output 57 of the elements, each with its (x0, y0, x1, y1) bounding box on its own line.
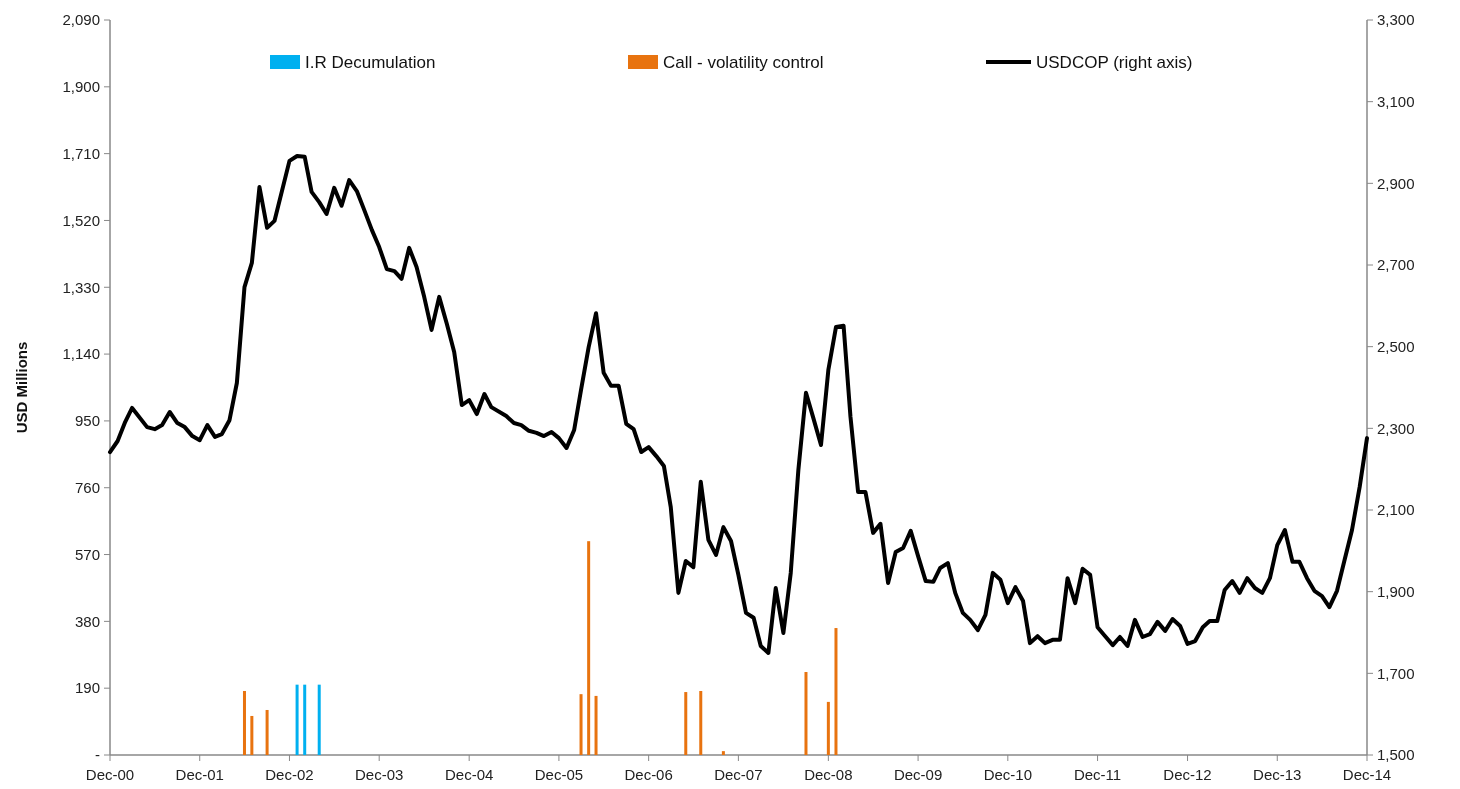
x-tick-label: Dec-05 (534, 766, 584, 783)
y-tick-label: 1,520 (62, 211, 100, 229)
bar (265, 709, 269, 755)
bar (295, 684, 299, 755)
bar (242, 691, 246, 755)
bar (826, 701, 830, 755)
x-tick-label: Dec-04 (445, 766, 494, 783)
y2-tick-label: 2,500 (1377, 337, 1415, 355)
y2-tick-label: 2,900 (1377, 174, 1415, 192)
x-tick-label: Dec-01 (175, 766, 224, 783)
x-tick-label: Dec-09 (893, 766, 943, 783)
x-tick-label: Dec-06 (624, 766, 673, 783)
y-tick-label: 190 (74, 679, 100, 697)
bar (721, 751, 725, 755)
y-tick-label: 1,900 (62, 78, 100, 96)
bar (594, 695, 598, 755)
y2-tick-label: 2,100 (1377, 501, 1415, 519)
x-tick-label: Dec-11 (1073, 766, 1122, 783)
bar (804, 672, 808, 755)
bar (699, 691, 703, 755)
y-tick-label: 1,710 (62, 144, 100, 162)
line-series (108, 153, 1369, 655)
y-tick-label: 570 (74, 545, 100, 563)
x-tick-label: Dec-13 (1253, 766, 1302, 783)
bar (250, 715, 254, 755)
x-tick-label: Dec-07 (714, 766, 763, 783)
y-axis-title: USD Millions (13, 341, 30, 434)
bar (684, 692, 688, 755)
x-tick-label: Dec-08 (804, 766, 853, 783)
bar (317, 684, 321, 755)
y-tick-label: - (95, 746, 100, 764)
y2-tick-label: 3,100 (1377, 92, 1415, 110)
x-tick-label: Dec-10 (983, 766, 1032, 783)
x-tick-label: Dec-02 (265, 766, 314, 783)
y2-tick-label: 1,700 (1377, 664, 1415, 682)
y-tick-label: 760 (74, 478, 100, 496)
y-tick-label: 1,140 (62, 345, 100, 363)
y2-tick-label: 2,700 (1377, 256, 1415, 274)
legend-label: I.R Decumulation (305, 52, 436, 72)
y2-tick-label: 3,300 (1377, 11, 1415, 29)
x-tick-label: Dec-00 (85, 766, 135, 783)
bar (834, 628, 838, 755)
bar (303, 684, 307, 755)
y2-tick-label: 1,500 (1377, 746, 1415, 764)
legend-label: USDCOP (right axis) (1036, 52, 1193, 72)
y-tick-label: 1,330 (62, 278, 100, 296)
x-tick-label: Dec-03 (355, 766, 404, 783)
y-tick-label: 380 (74, 612, 100, 630)
y2-tick-label: 2,300 (1377, 419, 1415, 437)
y-tick-label: 2,090 (62, 11, 100, 29)
x-tick-label: Dec-12 (1163, 766, 1212, 783)
bar (579, 694, 583, 755)
bar (587, 541, 591, 755)
y2-tick-label: 1,900 (1377, 582, 1415, 600)
x-tick-label: Dec-14 (1342, 766, 1392, 783)
y-tick-label: 950 (74, 412, 100, 430)
legend-label: Call - volatility control (663, 52, 824, 72)
